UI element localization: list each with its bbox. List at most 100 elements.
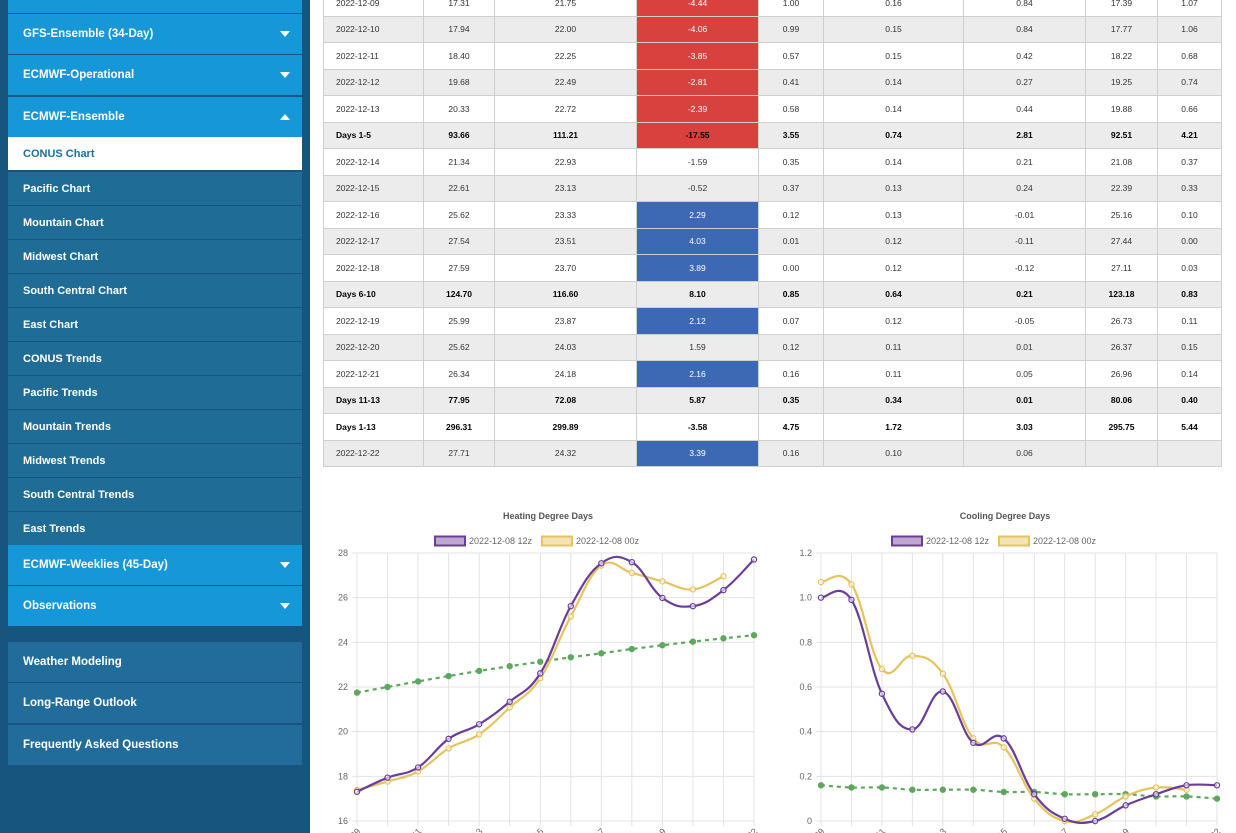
- data-point: [689, 638, 697, 645]
- x-tick-label: 2022-12-09: [787, 826, 827, 833]
- table-cell: 0.16: [758, 439, 824, 467]
- data-point: [445, 735, 452, 743]
- table-cell: 0.74: [823, 121, 964, 149]
- expand-arrow: [280, 31, 290, 37]
- submenu-item[interactable]: Midwest Trends: [8, 444, 302, 477]
- data-point: [1183, 782, 1190, 789]
- table-cell: 24.32: [494, 439, 637, 467]
- data-point: [720, 573, 727, 580]
- data-point: [1031, 791, 1038, 798]
- table-cell: 19.88: [1085, 95, 1158, 123]
- menu-group[interactable]: ECMWF-Operational: [8, 55, 302, 96]
- table-cell: 0.21: [963, 148, 1086, 176]
- data-point: [1152, 784, 1160, 791]
- table-cell: 3.55: [758, 121, 824, 149]
- table-cell: 22.49: [494, 68, 637, 96]
- table-cell: 0.15: [1157, 333, 1222, 361]
- x-tick-label: 2022-12-11: [848, 826, 887, 833]
- menu-group[interactable]: [8, 0, 302, 13]
- table-cell: 0.64: [823, 280, 964, 308]
- menu-group[interactable]: Observations: [8, 586, 302, 626]
- submenu-item[interactable]: CONUS Chart: [8, 137, 302, 170]
- legend-swatch: [998, 535, 1030, 547]
- menu-label: Mountain Chart: [23, 216, 104, 229]
- menu-label: Pacific Trends: [23, 386, 98, 399]
- legend-label: 2022-12-08 00z: [1033, 536, 1097, 546]
- data-point: [1152, 791, 1160, 798]
- submenu-item[interactable]: East Chart: [8, 308, 302, 341]
- table-cell: 92.51: [1085, 121, 1158, 149]
- data-point: [628, 558, 636, 566]
- menu-group[interactable]: GFS-Ensemble (34-Day): [8, 14, 302, 54]
- data-point: [1000, 788, 1007, 796]
- menu-group[interactable]: ECMWF-Ensemble: [8, 96, 302, 137]
- submenu-item[interactable]: Pacific Chart: [8, 172, 302, 205]
- table-row: 2022-12-17 27.54 23.51 4.03 0.01 0.12 -0.11 27.…: [323, 227, 1222, 255]
- nav-link[interactable]: Weather Modeling: [8, 642, 302, 682]
- menu-label: Long-Range Outlook: [23, 697, 137, 710]
- data-point: [414, 764, 422, 771]
- table-cell: -0.52: [636, 174, 759, 202]
- menu-label: East Chart: [23, 318, 79, 331]
- data-point: [659, 578, 666, 585]
- table-cell: 4.03: [636, 227, 759, 255]
- submenu-item[interactable]: CONUS Trends: [8, 342, 302, 375]
- data-point: [817, 594, 825, 601]
- x-tick-label: 2022-12-09: [323, 826, 363, 833]
- table-cell: 2022-12-19: [323, 307, 424, 335]
- data-point: [384, 683, 391, 691]
- expand-arrow: [280, 113, 290, 120]
- x-tick-label: 2022-12-19: [1091, 826, 1131, 833]
- table-cell: 22.00: [494, 15, 637, 43]
- data-point: [970, 786, 977, 793]
- data-point: [567, 602, 574, 610]
- data-point: [1061, 815, 1068, 822]
- table-cell: 0.33: [1157, 174, 1222, 202]
- data-point: [750, 556, 758, 563]
- table-cell: 3.39: [636, 439, 759, 467]
- table-cell: 27.54: [423, 227, 495, 255]
- data-point: [909, 652, 916, 659]
- data-point: [1000, 744, 1007, 751]
- table-cell: 123.18: [1085, 280, 1158, 308]
- table-cell: 0.01: [758, 227, 824, 255]
- table-cell: 0.27: [963, 68, 1086, 96]
- data-point: [475, 667, 483, 675]
- submenu-item[interactable]: South Central Chart: [8, 274, 302, 307]
- table-cell: 26.37: [1085, 333, 1158, 361]
- submenu-item[interactable]: Pacific Trends: [8, 376, 302, 409]
- menu-group[interactable]: ECMWF-Weeklies (45-Day): [8, 545, 302, 585]
- table-cell: Days 11-13: [323, 386, 424, 414]
- table-cell: 0.68: [1157, 42, 1222, 70]
- nav-link[interactable]: Long-Range Outlook: [8, 683, 302, 724]
- table-cell: 2.81: [963, 121, 1086, 149]
- submenu-item[interactable]: Midwest Chart: [8, 240, 302, 273]
- x-tick-label: 2022-12-13: [445, 826, 485, 833]
- table-cell: 0.83: [1157, 280, 1222, 308]
- nav-link[interactable]: Frequently Asked Questions: [8, 724, 302, 765]
- data-table: 2022-12-09 17.31 21.75 -4.44 1.00 0.16 0.84 17.…: [323, 0, 1222, 467]
- table-cell: 2022-12-22: [323, 439, 424, 467]
- expand-arrow: [280, 72, 290, 79]
- data-point: [506, 698, 513, 705]
- table-cell: 4.75: [758, 413, 824, 441]
- table-cell: 116.60: [494, 280, 637, 308]
- expand-arrow: [280, 562, 290, 568]
- table-row: Days 1-13 296.31 299.89 -3.58 4.75 1.72 3.03 29…: [323, 413, 1222, 441]
- table-cell: -0.12: [963, 254, 1086, 282]
- submenu-item[interactable]: East Trends: [8, 512, 302, 545]
- y-tick-label: 26: [338, 593, 348, 603]
- data-point: [659, 594, 666, 602]
- table-cell: 0.42: [963, 42, 1086, 70]
- submenu-item[interactable]: South Central Trends: [8, 478, 302, 511]
- table-cell: 0.03: [1157, 254, 1222, 282]
- submenu-item[interactable]: Mountain Trends: [8, 410, 302, 443]
- table-cell: 26.34: [423, 360, 495, 388]
- table-cell: 4.21: [1157, 121, 1222, 149]
- table-row: Days 6-10 124.70 116.60 8.10 0.85 0.64 0.21 123…: [323, 280, 1222, 308]
- submenu-item[interactable]: Mountain Chart: [8, 206, 302, 239]
- data-point: [414, 678, 422, 685]
- data-point: [506, 704, 513, 711]
- data-point: [353, 689, 361, 696]
